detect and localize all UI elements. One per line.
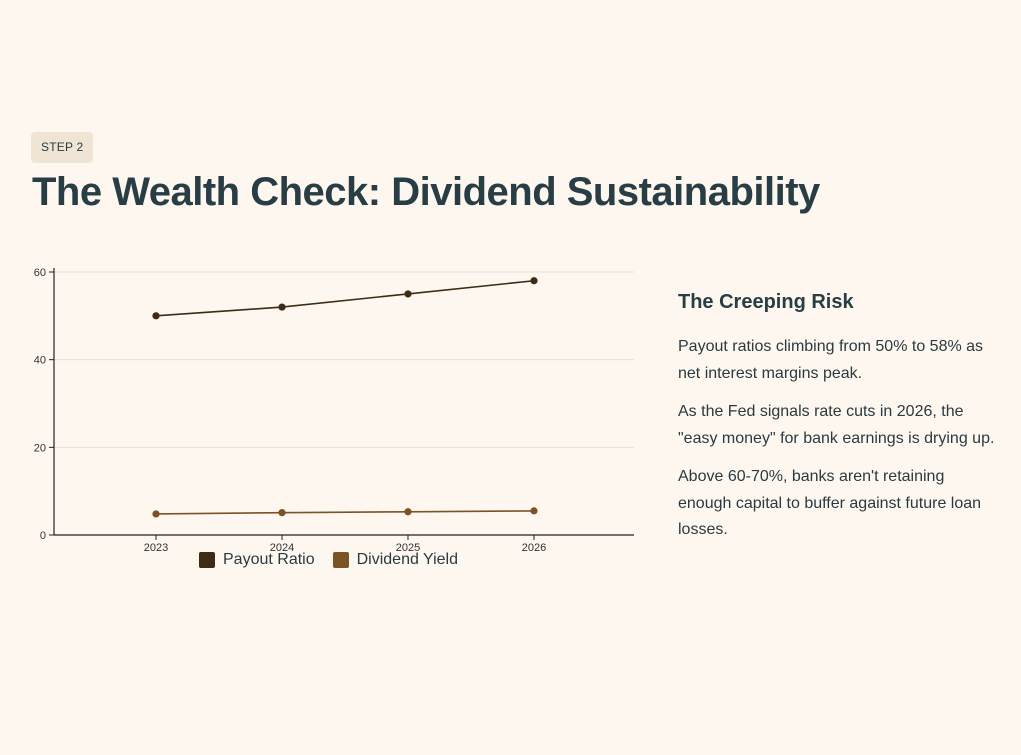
chart-legend: Payout Ratio Dividend Yield [199,551,476,569]
x-tick-label-2025: 2025 [396,542,420,554]
x-tick-label-2024: 2024 [270,542,294,554]
legend-item-payout[interactable]: Payout Ratio [199,551,315,569]
y-tick-label-20: 20 [34,442,46,454]
x-tick-label-2023: 2023 [144,542,168,554]
legend-item-yield[interactable]: Dividend Yield [332,551,459,569]
series-1-point-2 [404,508,412,516]
page-title: The Wealth Check: Dividend Sustainabilit… [32,170,820,214]
legend-swatch-yield [332,552,349,568]
insight-panel: The Creeping Risk Payout ratios climbing… [678,291,998,556]
series-1-point-3 [530,507,538,515]
series-1-point-1 [278,509,286,517]
step-badge: STEP 2 [31,132,94,163]
insight-paragraph-2: As the Fed signals rate cuts in 2026, th… [678,403,995,447]
series-0-point-2 [404,290,412,298]
series-line-0 [155,279,535,317]
insight-heading: The Creeping Risk [678,291,854,313]
x-tick-label-2026: 2026 [522,542,546,554]
legend-label-payout: Payout Ratio [223,551,315,568]
legend-swatch-payout [199,552,215,568]
insight-paragraph-1: Payout ratios climbing from 50% to 58% a… [678,338,984,382]
insight-paragraph-3: Above 60-70%, banks aren't retaining eno… [678,468,982,538]
series-0-point-1 [278,303,286,311]
y-tick-label-40: 40 [34,355,46,367]
chart-area: 0 20 40 60 2023 2024 2025 2026 Payout Ratio Div… [0,255,660,585]
series-0-point-3 [530,277,538,285]
series-1-point-0 [152,510,160,518]
y-tick-label-60: 60 [34,267,46,279]
series-line-1 [155,510,535,515]
dividend-line-chart: 0 20 40 60 2023 2024 2025 2026 [34,267,634,554]
y-tick-label-0: 0 [40,530,46,542]
series-0-point-0 [152,312,160,320]
legend-label-yield: Dividend Yield [356,551,459,568]
